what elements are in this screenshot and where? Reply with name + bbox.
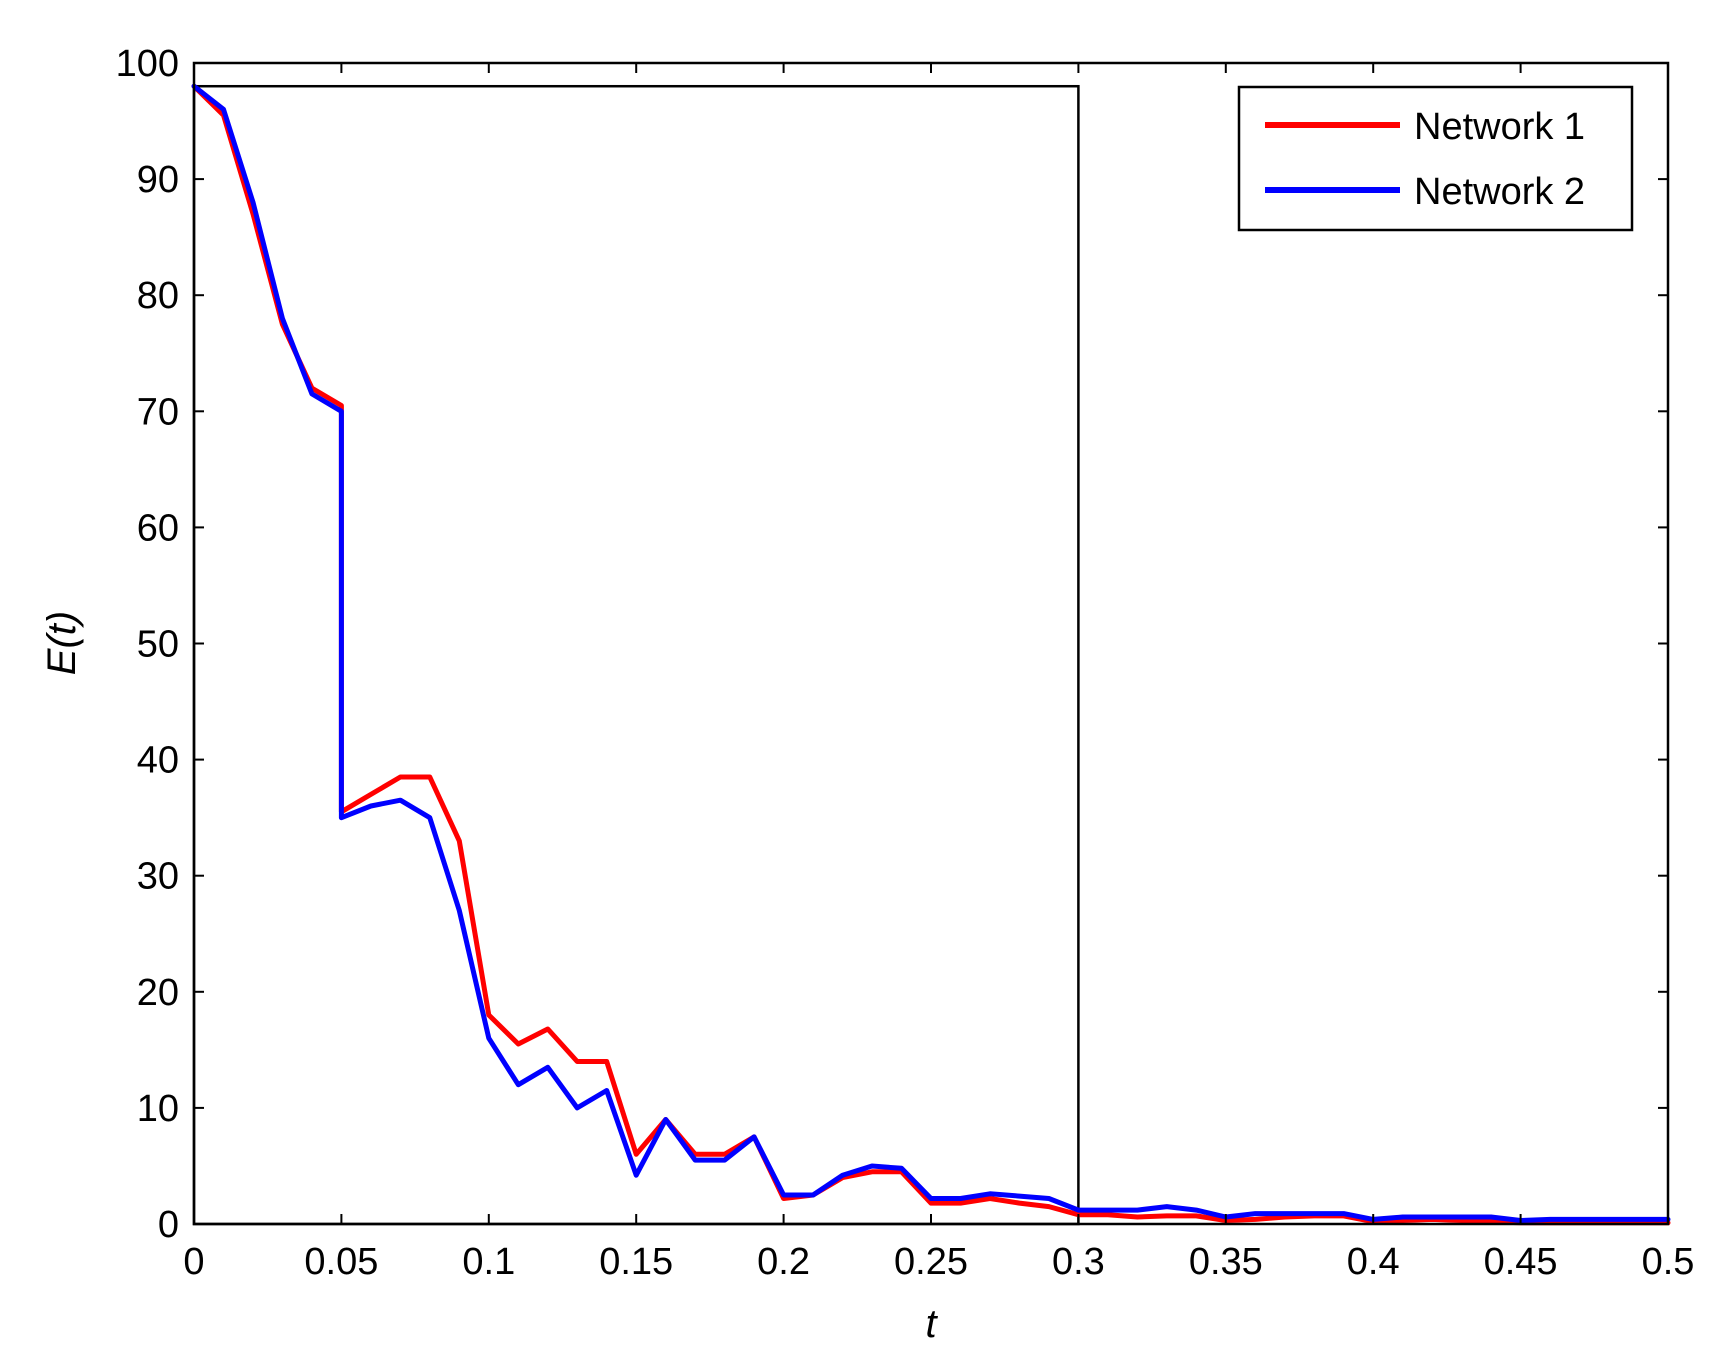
x-tick-label: 0.05 <box>304 1241 378 1283</box>
x-tick-label: 0.2 <box>757 1241 810 1283</box>
series-layer <box>191 83 1671 1226</box>
series-line-network-1 <box>191 83 1671 1226</box>
x-tick-label: 0.15 <box>599 1241 673 1283</box>
plot-area <box>194 63 1668 1224</box>
x-axis-label: t <box>925 1302 938 1346</box>
y-axis-label: E(t) <box>40 611 84 675</box>
x-axis-ticks: 0 0.05 0.1 0.15 0.2 0.25 0.3 0.35 0.4 0.45 0.5 <box>183 63 1694 1283</box>
x-tick-label: 0.25 <box>894 1241 968 1283</box>
y-tick-label: 40 <box>137 740 179 782</box>
legend-label-network-2: Network 2 <box>1414 171 1585 213</box>
x-tick-label: 0.4 <box>1347 1241 1400 1283</box>
x-tick-label: 0.5 <box>1642 1241 1695 1283</box>
y-tick-label: 10 <box>137 1088 179 1130</box>
y-tick-label: 90 <box>137 159 179 201</box>
y-tick-label: 30 <box>137 856 179 898</box>
y-tick-label: 70 <box>137 391 179 433</box>
legend-label-network-1: Network 1 <box>1414 106 1585 148</box>
x-tick-label: 0.1 <box>462 1241 515 1283</box>
legend-box <box>1237 85 1634 232</box>
y-tick-label: 100 <box>116 43 179 85</box>
y-tick-label: 50 <box>137 624 179 666</box>
x-tick-label: 0.45 <box>1484 1241 1558 1283</box>
x-tick-label: 0.35 <box>1189 1241 1263 1283</box>
series-line-network-2 <box>191 83 1671 1223</box>
legend: Network 1 Network 2 <box>1237 85 1634 232</box>
plot-background <box>194 63 1668 1224</box>
y-tick-label: 20 <box>137 972 179 1014</box>
y-axis-ticks: 0 10 20 30 40 50 60 70 80 90 100 <box>116 43 1668 1246</box>
y-tick-label: 80 <box>137 275 179 317</box>
y-tick-label: 0 <box>158 1204 179 1246</box>
y-tick-label: 60 <box>137 507 179 549</box>
x-tick-label: 0 <box>183 1241 204 1283</box>
x-tick-label: 0.3 <box>1052 1241 1105 1283</box>
